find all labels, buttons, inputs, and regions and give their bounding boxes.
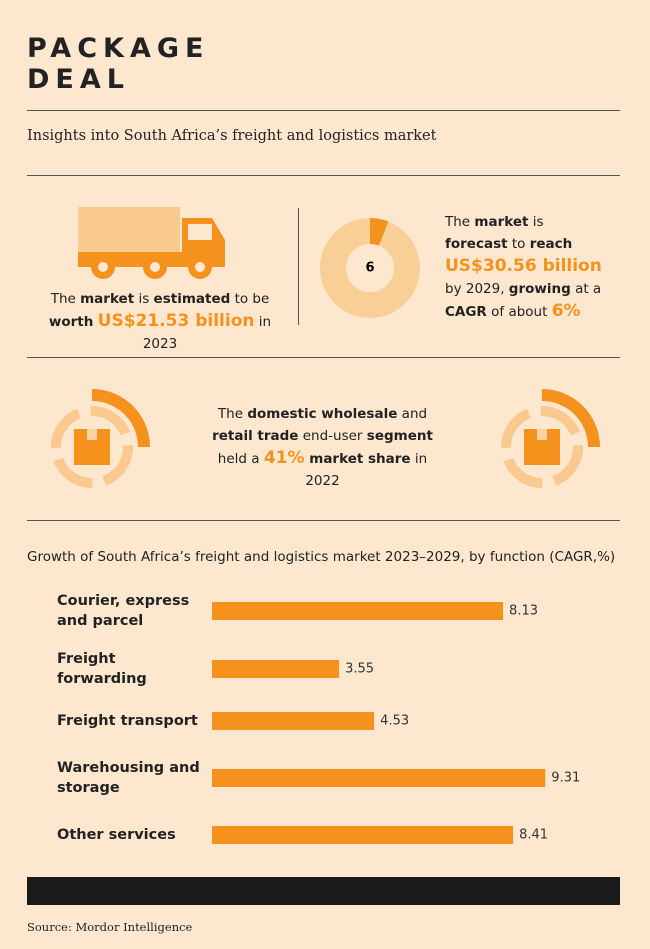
chart-title: Growth of South Africa’s freight and log… [27,549,616,565]
divider [27,110,620,111]
stat-normal: held a [217,451,264,467]
stat-normal: end-user [298,428,367,444]
stat-normal: of about [486,304,552,320]
donut-segment [369,218,389,246]
stat-highlight: US$30.56 billion [445,256,602,276]
footer-bar [27,877,620,905]
value-label: 9.31 [551,771,580,786]
category-label: Other services [57,827,176,843]
stat-bold: estimated [153,291,231,307]
divider [27,520,620,521]
truck-icon [78,207,225,279]
stat-normal: and [397,406,428,422]
divider [27,357,620,358]
title: PACKAGE DEAL [27,33,209,95]
value-label: 3.55 [345,662,374,677]
bar [212,826,514,844]
stat-normal: is [134,291,154,307]
stat-bold: CAGR [445,304,487,320]
bar [212,769,546,787]
category-label: Freight transport [57,713,198,729]
bar [212,660,340,678]
divider [27,175,620,176]
category-label: Freight forwarding [57,651,147,687]
bar [212,712,375,730]
divider [298,208,299,325]
category-label: Warehousing and storage [57,760,200,796]
stat-bold: segment [366,428,433,444]
stat-bold: market share [304,451,411,467]
stat-text: The market is forecast to reach US$30.56… [445,211,610,323]
stat-normal: to [507,236,530,252]
stat-normal: in 2023 [142,314,272,352]
stat-highlight: US$21.53 billion [97,311,255,331]
stat-bold: growing [508,281,571,297]
stat-bold: market [474,214,529,230]
box-icon [51,389,150,488]
stat-bold: worth [48,314,94,330]
stat-bold: reach [529,236,573,252]
stat-bold: forecast [445,236,508,252]
stat-bold: retail trade [212,428,299,444]
stat-normal: by 2029, [445,281,509,297]
source: Source: Mordor Intelligence [27,920,193,934]
subtitle: Insights into South Africa’s freight and… [27,128,437,144]
stat-normal: The [50,291,81,307]
stat-highlight: 41% [263,448,305,468]
stat-text: The market is estimated to be worth US$2… [30,288,290,355]
stat-bold: market [80,291,135,307]
donut-label: 6 [365,261,374,276]
stat-normal: at a [570,281,602,297]
value-label: 4.53 [380,714,409,729]
stat-normal: The [217,406,248,422]
value-label: 8.13 [509,604,538,619]
stat-text: The domestic wholesale and retail trade … [200,403,445,492]
stat-highlight: 6% [551,301,581,321]
stat-bold: domestic wholesale [247,406,398,422]
value-label: 8.41 [519,828,548,843]
title-line: DEAL [27,64,130,95]
category-label: Courier, express and parcel [57,593,190,629]
stat-normal: is [528,214,544,230]
bar [212,602,504,620]
stat-normal: to be [230,291,270,307]
box-icon [501,389,600,488]
stat-normal: in 2022 [305,451,428,489]
stat-normal: The [445,214,475,230]
title-line: PACKAGE [27,33,210,64]
